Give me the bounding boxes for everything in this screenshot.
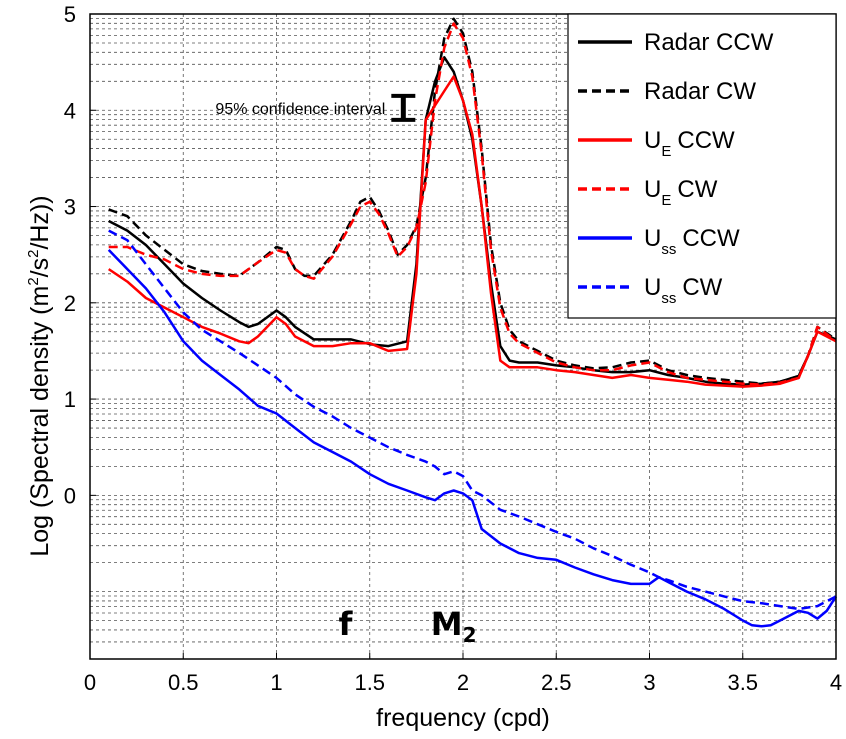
x-tick-label-2: 1 [270, 670, 282, 695]
legend-label-tail-4: CCW [682, 225, 740, 252]
legend-label-5: Uss CW [644, 274, 723, 307]
y-axis-label-mid: /s [26, 258, 54, 277]
x-tick-label-3: 1.5 [354, 670, 385, 695]
legend-label-tail-5: CW [682, 274, 722, 301]
x-tick-label-5: 2.5 [541, 670, 572, 695]
y-tick-label-3: 3 [64, 195, 76, 220]
legend-label-sub-5: ss [661, 290, 676, 307]
legend-label-tail-2: CCW [677, 127, 735, 154]
series-layer [107, 17, 838, 628]
legend-label-main-4: U [644, 225, 661, 252]
y-tick-label-2: 2 [64, 291, 76, 316]
y-axis-label-sup2: 2 [25, 250, 42, 258]
legend-label-4: Uss CCW [644, 225, 740, 258]
series-line-3 [108, 22, 837, 386]
legend-label-1: Radar CW [644, 78, 756, 105]
confidence-interval-bar [391, 93, 416, 122]
y-axis-label-post: /Hz)) [26, 195, 54, 249]
y-tick-label-4: 4 [64, 98, 76, 123]
series-line-5 [108, 229, 837, 611]
x-tick-label-4: 2 [457, 670, 469, 695]
x-tick-label-1: 0.5 [168, 670, 199, 695]
legend-label-sub-2: E [661, 143, 671, 160]
legend-label-2: UE CCW [644, 127, 735, 160]
y-tick-label-1: 1 [64, 387, 76, 412]
m2-tide-label-sub: 2 [463, 623, 477, 647]
confidence-interval-label: 95% confidence interval [215, 101, 385, 118]
y-axis-label-pre: Log (Spectral density (m [26, 286, 54, 557]
series-line-2 [108, 75, 837, 388]
y-axis-label-sup1: 2 [25, 277, 42, 285]
m2-tide-label: M2 [431, 605, 477, 647]
y-tick-label-5: 5 [64, 2, 76, 27]
m2-tide-label-main: M [431, 605, 463, 643]
legend-label-sub-3: E [661, 192, 671, 209]
legend-label-main-0: Radar CCW [644, 29, 774, 56]
x-axis-label: frequency (cpd) [376, 704, 550, 732]
legend-label-tail-3: CW [677, 176, 717, 203]
legend-label-sub-4: ss [661, 241, 676, 258]
axis-ticks: 0 0.5 1 1.5 2 2.5 3 3.5 4 0 1 2 3 4 5 [64, 2, 842, 695]
x-tick-label-7: 3.5 [727, 670, 758, 695]
x-tick-label-8: 4 [830, 670, 842, 695]
y-axis-label: Log (Spectral density (m2/s2/Hz)) [25, 195, 54, 556]
x-tick-label-0: 0 [84, 670, 96, 695]
annotations: 95% confidence interval f M2 [215, 93, 477, 647]
legend-label-main-1: Radar CW [644, 78, 756, 105]
legend-label-main-3: U [644, 176, 661, 203]
legend-label-3: UE CW [644, 176, 718, 209]
y-tick-label-0: 0 [64, 483, 76, 508]
grid-lines [90, 14, 836, 660]
inertial-frequency-label: f [339, 605, 354, 643]
legend-box [567, 13, 837, 319]
legend-label-main-5: U [644, 274, 661, 301]
legend-label-main-2: U [644, 127, 661, 154]
series-line-4 [107, 249, 838, 628]
legend-label-0: Radar CCW [644, 29, 774, 56]
x-tick-label-6: 3 [643, 670, 655, 695]
